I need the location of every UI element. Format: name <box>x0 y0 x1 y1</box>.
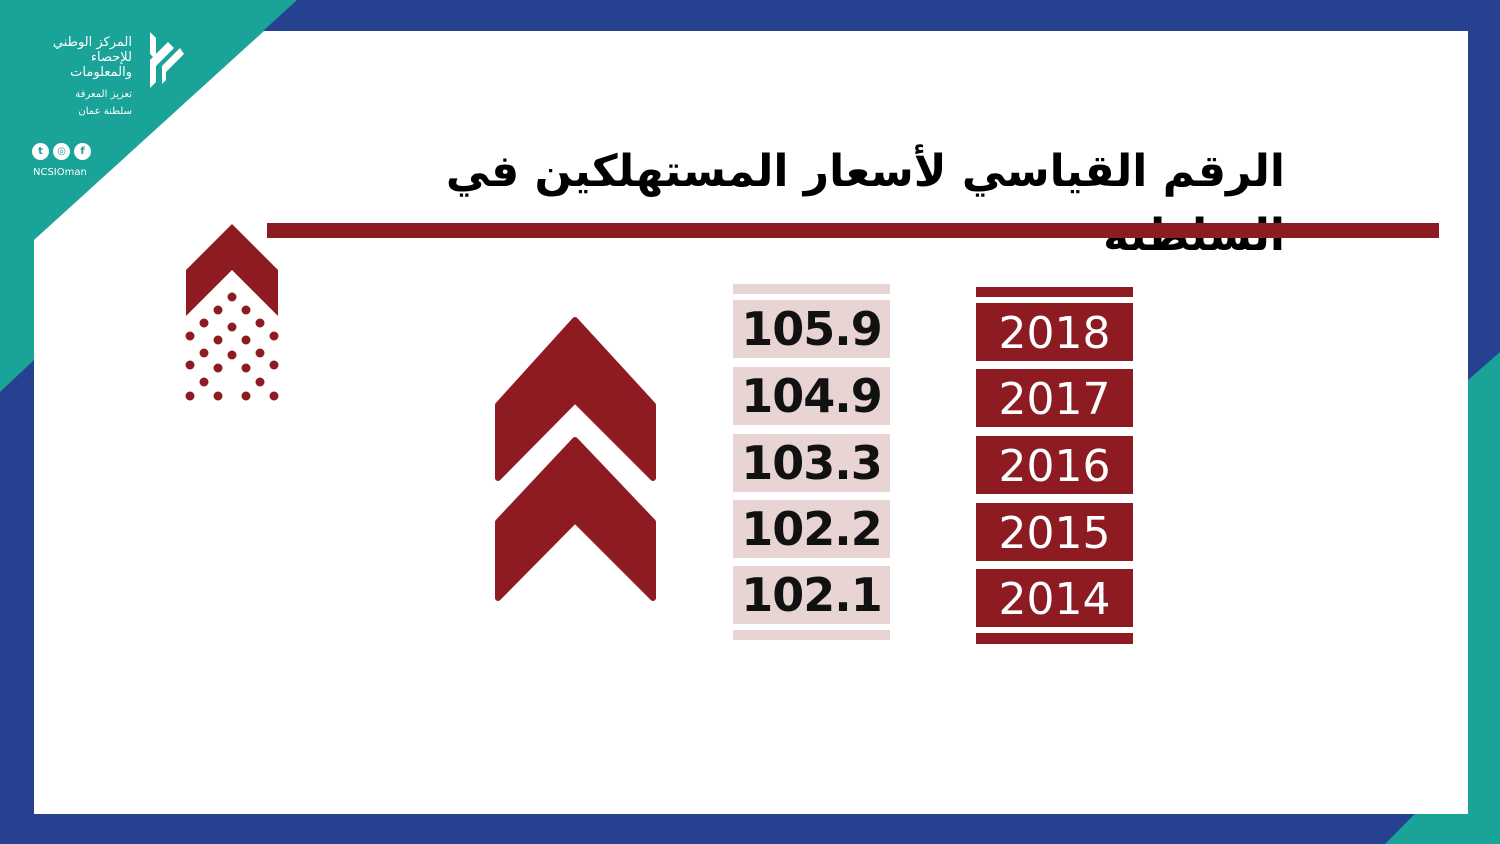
year-2015: 2015 <box>976 503 1133 561</box>
year-2016: 2016 <box>976 436 1133 494</box>
ncsi-tagline: تعزيز المعرفة سلطنة عمان <box>75 89 132 117</box>
cpi-value-2016: 103.3 <box>733 434 890 492</box>
twitter-icon[interactable]: t <box>32 143 49 160</box>
ncsi-name: المركز الوطني للإحصاء والمعلومات <box>52 35 132 80</box>
year-2018: 2018 <box>976 303 1133 361</box>
social-icons: t ◎ f <box>32 143 91 160</box>
year-2017: 2017 <box>976 369 1133 427</box>
cpi-value-2015: 102.2 <box>733 500 890 558</box>
cpi-value-2014: 102.1 <box>733 566 890 624</box>
ncsi-logo-mark-icon <box>150 32 184 88</box>
cpi-value-2018: 105.9 <box>733 300 890 358</box>
year-column-bottom-bar <box>976 633 1133 644</box>
ncsi-logo: المركز الوطني للإحصاء والمعلومات تعزيز ا… <box>30 30 190 190</box>
title-underline <box>267 223 1439 238</box>
facebook-icon[interactable]: f <box>74 143 91 160</box>
cpi-value-2017: 104.9 <box>733 367 890 425</box>
page-title: الرقم القياسي لأسعار المستهلكين في السلط… <box>445 146 1285 261</box>
instagram-icon[interactable]: ◎ <box>53 143 70 160</box>
value-column-bottom-strip <box>733 630 890 640</box>
year-2014: 2014 <box>976 569 1133 627</box>
value-column-top-strip <box>733 284 890 294</box>
social-handle: NCSIOman <box>33 167 87 178</box>
year-column-top-bar <box>976 287 1133 297</box>
